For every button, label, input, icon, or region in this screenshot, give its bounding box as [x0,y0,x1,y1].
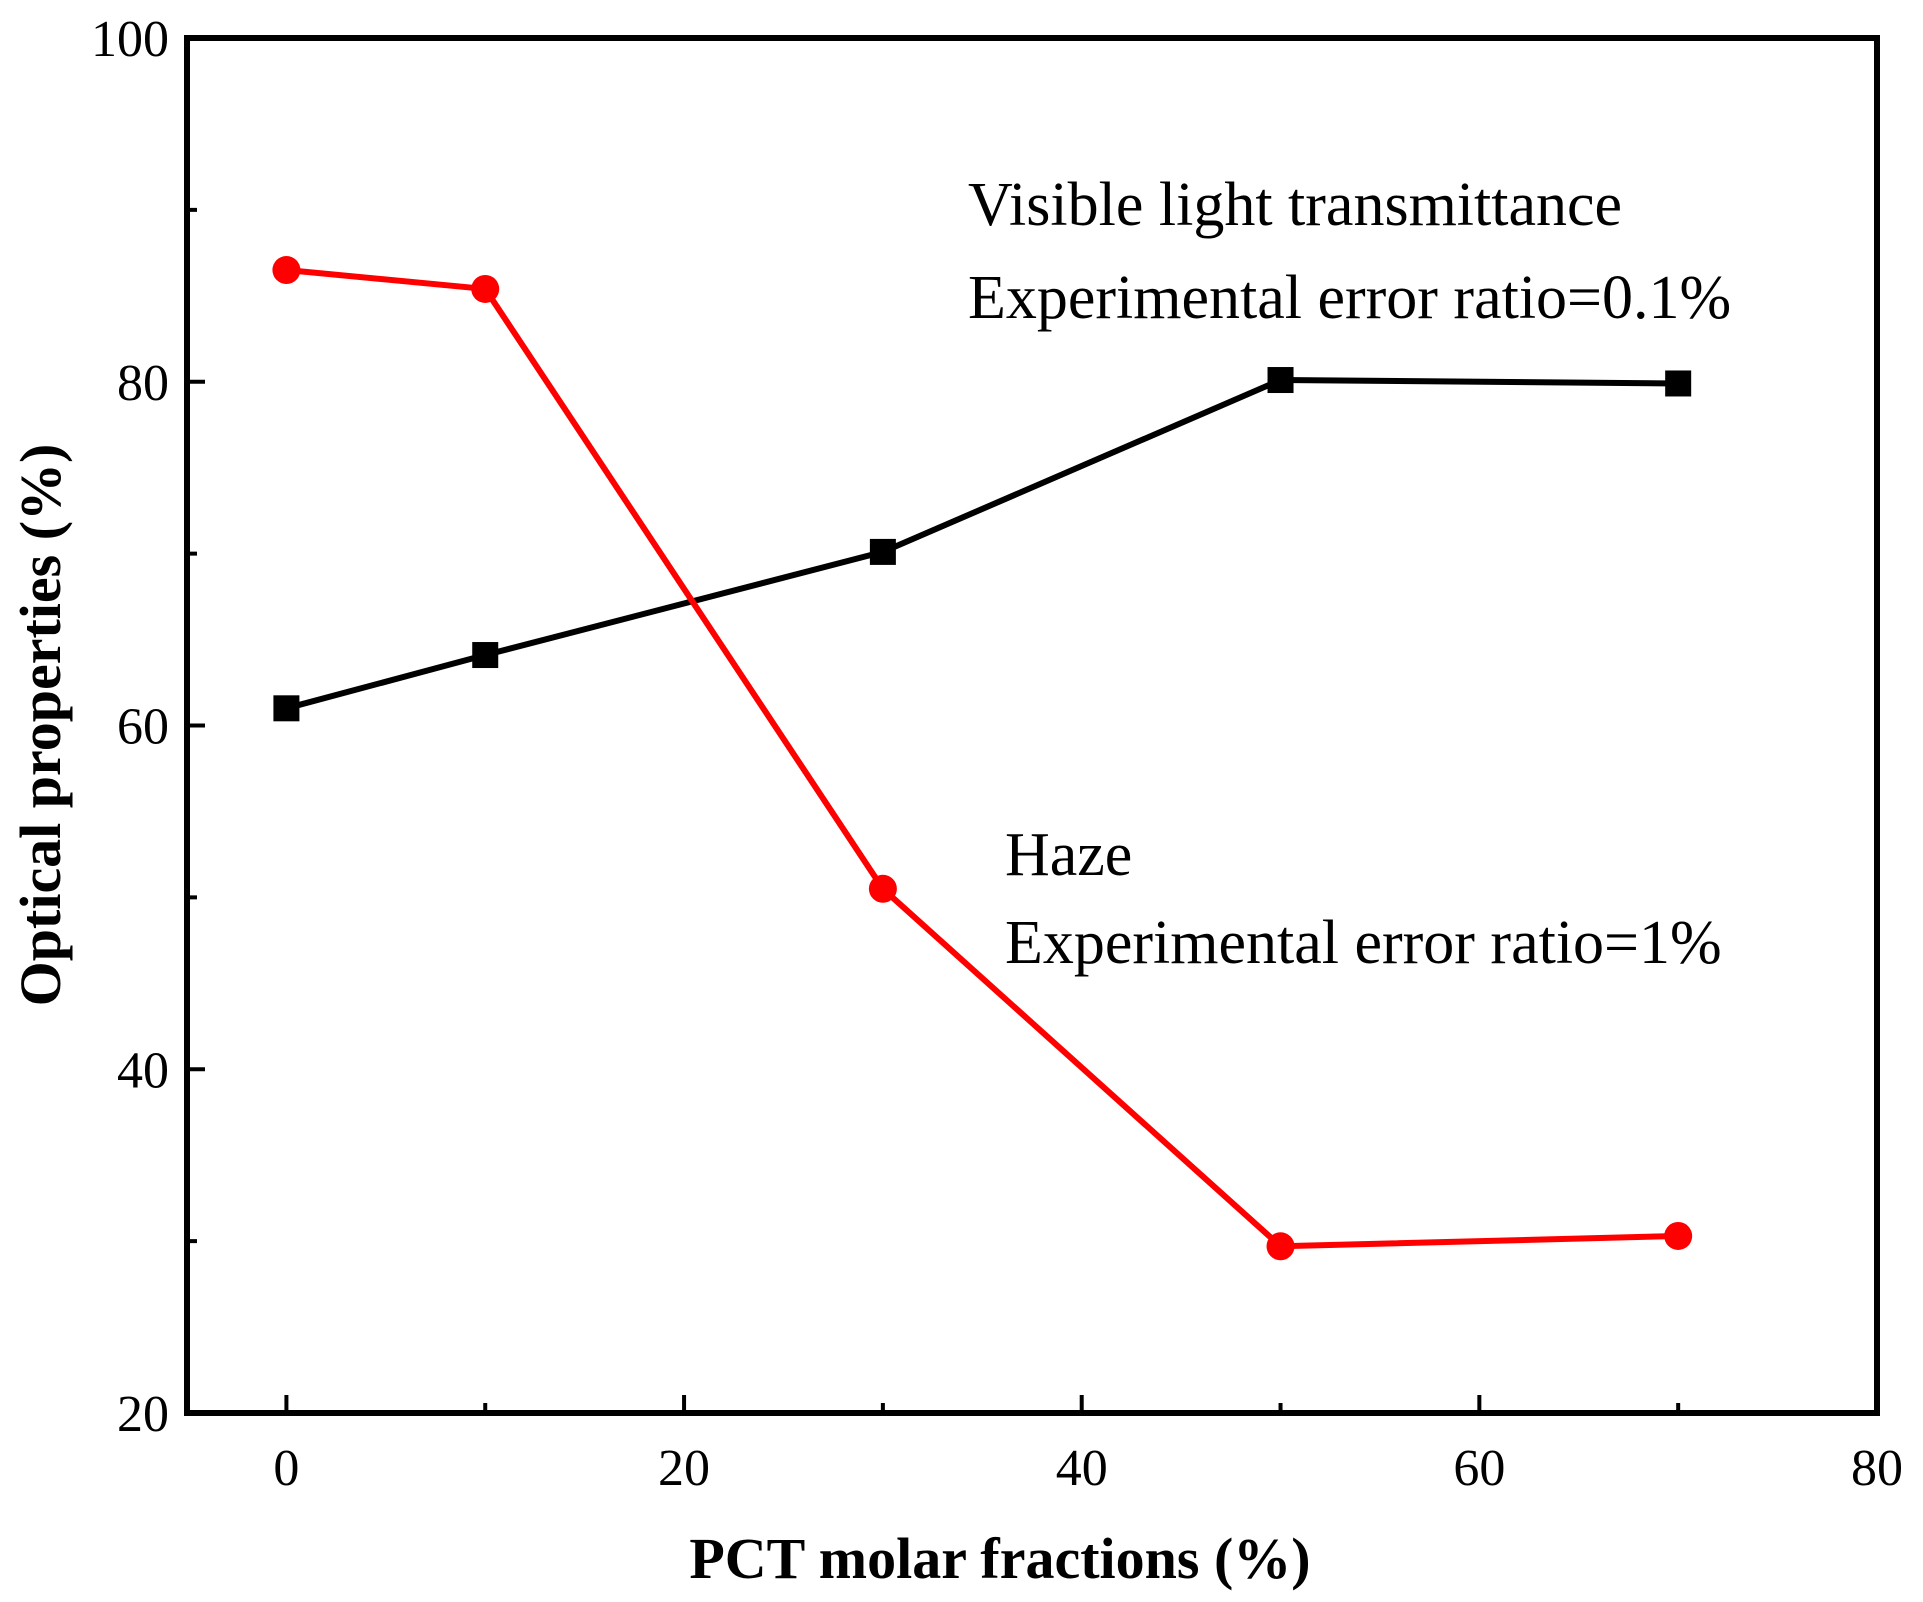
x-tick-label: 0 [273,1440,299,1497]
y-tick-label: 20 [117,1386,169,1443]
transmittance-point [472,642,499,669]
x-tick-label: 80 [1851,1440,1903,1497]
y-tick-label: 80 [117,355,169,412]
x-tick-label: 20 [658,1440,710,1497]
y-tick-label: 60 [117,699,169,756]
y-axis-title: Optical properties (%) [8,444,73,1007]
haze-point [471,274,500,303]
x-axis-ticks: 0 20 40 60 80 [273,1395,1903,1497]
haze-point [1266,1232,1295,1261]
transmittance-point [273,695,300,722]
transmittance-point [869,538,896,565]
transmittance-annotation-error: Experimental error ratio=0.1% [968,264,1731,332]
haze-point [1664,1221,1693,1250]
y-tick-label: 100 [91,11,169,68]
haze-annotation-title: Haze [1005,821,1132,889]
plot-frame [184,35,1880,1416]
transmittance-annotation-title: Visible light transmittance [968,171,1622,239]
series-layer [272,256,1693,1261]
haze-point [868,874,897,903]
y-tick-label: 40 [117,1042,169,1099]
y-axis-ticks: 20 40 60 80 100 [91,11,205,1443]
haze-annotation-error: Experimental error ratio=1% [1005,909,1722,977]
x-tick-label: 60 [1453,1440,1505,1497]
haze-line [286,267,1679,1250]
transmittance-point [1267,367,1294,394]
x-tick-label: 40 [1056,1440,1108,1497]
x-axis-title: PCT molar fractions (%) [689,1526,1310,1591]
haze-point [272,256,301,285]
transmittance-point [1665,370,1692,397]
